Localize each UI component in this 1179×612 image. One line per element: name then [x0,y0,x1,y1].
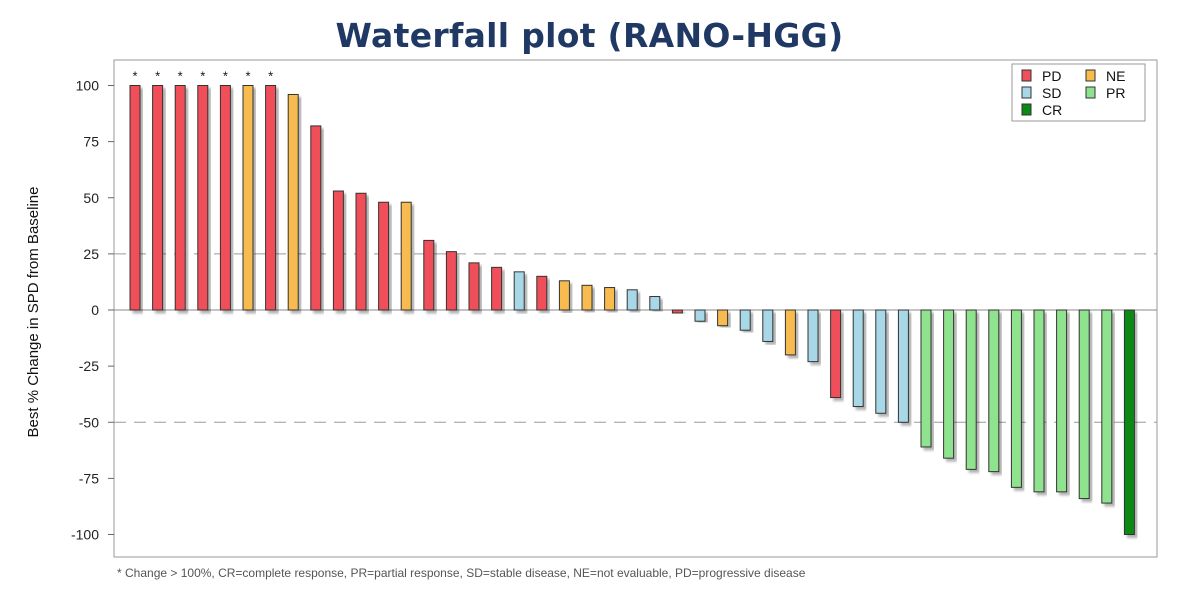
y-tick-label: 50 [83,190,99,206]
legend-swatch-sd [1021,86,1032,99]
capped-marker: * [178,69,183,84]
legend-swatch-pr [1085,86,1096,99]
y-tick-label: -100 [71,527,99,543]
legend-label-cr: CR [1042,102,1062,118]
footnote: * Change > 100%, CR=complete response, P… [117,566,806,580]
bar-pr [920,309,932,448]
capped-marker: * [155,69,160,84]
bar-sd [739,309,751,331]
bar-pr [965,309,977,470]
bar-ne [717,309,729,327]
bar-pd [197,85,209,311]
bar-ne [604,287,616,311]
bar-pd [129,85,141,311]
bar-pd [536,275,548,311]
bar-pd [491,266,503,311]
legend-swatch-ne [1085,69,1096,82]
bar-pd [265,85,277,311]
bar-sd [852,309,864,408]
bar-ne [242,85,254,311]
bar-sd [626,289,638,311]
bar-pd [468,262,480,311]
bar-cr [1123,309,1135,535]
bar-pr [943,309,955,459]
capped-marker: * [200,69,205,84]
legend-label-pd: PD [1042,68,1061,84]
bar-pr [1101,309,1113,504]
bar-pd [355,192,367,311]
y-tick-label: -50 [79,414,99,430]
y-axis-label: Best % Change in SPD from Baseline [25,187,42,438]
bar-ne [287,93,299,311]
bar-sd [762,309,774,342]
bar-ne [558,280,570,311]
legend-label-ne: NE [1106,68,1125,84]
y-tick-label: 25 [83,246,99,262]
bar-pr [1056,309,1068,493]
chart-title: Waterfall plot (RANO-HGG) [335,16,844,55]
bar-pd [310,125,322,311]
legend-label-sd: SD [1042,85,1061,101]
bar-ne [581,284,593,311]
bar-sd [897,309,909,423]
legend-box [1011,63,1146,122]
capped-marker: * [223,69,228,84]
legend-label-pr: PR [1106,85,1125,101]
bar-pd [378,201,390,311]
capped-marker: * [245,69,250,84]
bar-ne [784,309,796,356]
bar-pd [174,85,186,311]
bar-pd [219,85,231,311]
bar-pr [1033,309,1045,493]
legend-swatch-pd [1021,69,1032,82]
bar-pr [1078,309,1090,500]
bar-pd [332,190,344,311]
y-tick-label: -75 [79,470,99,486]
capped-marker: * [268,69,273,84]
bar-sd [513,271,525,311]
capped-marker: * [132,69,137,84]
bar-pd [423,239,435,311]
bar-pd [671,309,683,314]
bar-pd [152,85,164,311]
bar-sd [649,296,661,311]
y-tick-label: 0 [91,302,99,318]
y-tick-label: 100 [76,78,100,94]
legend: PD NE SD PR CR [1011,63,1146,122]
y-tick-label: -25 [79,358,99,374]
bar-sd [694,309,706,322]
y-tick-label: 75 [83,134,99,150]
bar-pr [1010,309,1022,488]
legend-swatch-cr [1021,103,1032,116]
bar-pr [988,309,1000,473]
bar-sd [807,309,819,363]
bar-sd [875,309,887,414]
bar-pd [445,251,457,311]
bar-ne [400,201,412,311]
bar-pd [830,309,842,399]
